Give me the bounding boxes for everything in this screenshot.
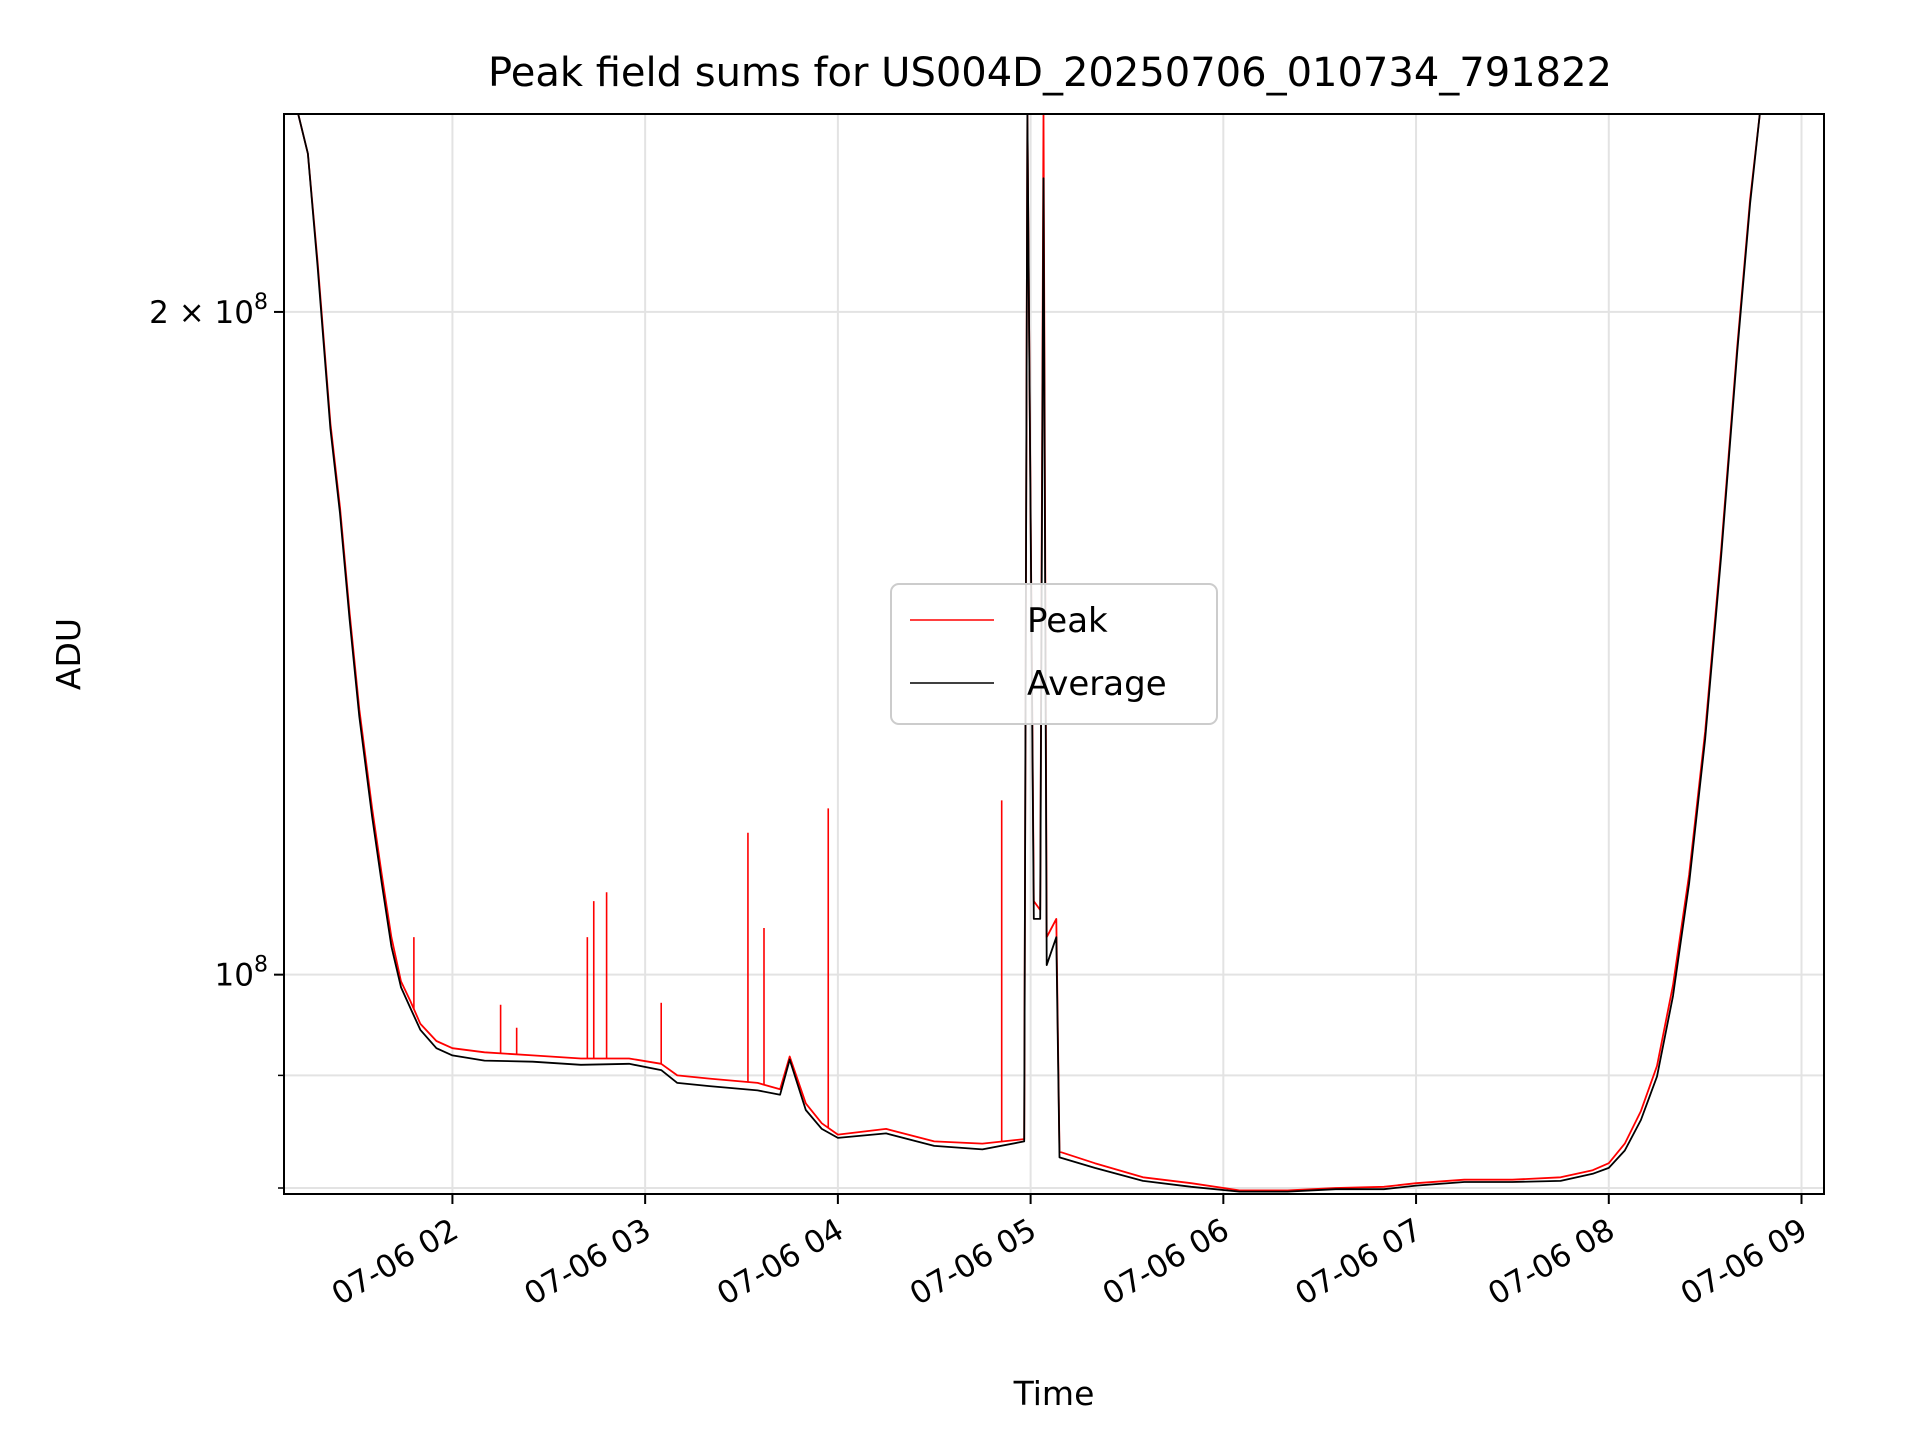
- legend-label-peak: Peak: [1027, 601, 1108, 641]
- x-tick-label: 07-06 07: [1289, 1212, 1428, 1313]
- legend: Peak Average: [890, 583, 1218, 725]
- x-tick-label: 07-06 06: [1097, 1212, 1236, 1313]
- plot-area: [284, 113, 1761, 1193]
- x-tick-label: 07-06 02: [326, 1212, 465, 1313]
- grid: [284, 114, 1824, 1194]
- x-tick-label: 07-06 05: [904, 1212, 1043, 1313]
- legend-label-average: Average: [1027, 664, 1167, 704]
- x-axis-label: Time: [1013, 1374, 1095, 1413]
- plot-frame: [283, 113, 1825, 1195]
- x-tick-label: 07-06 08: [1482, 1212, 1621, 1313]
- legend-box: [890, 583, 1218, 725]
- series-line-peak: [284, 113, 1761, 1192]
- x-tick-label: 07-06 03: [518, 1212, 657, 1313]
- x-tick-label: 07-06 04: [711, 1212, 850, 1313]
- y-axis: 108 2 × 108: [149, 290, 284, 1189]
- y-tick-label: 108: [215, 953, 268, 994]
- x-axis: 07-06 02 07-06 03 07-06 04 07-06 05 07-06 06…: [326, 1194, 1814, 1313]
- chart-title: Peak field sums for US004D_20250706_0107…: [488, 50, 1612, 96]
- y-tick-label: 2 × 108: [149, 290, 268, 331]
- x-tick-label: 07-06 09: [1675, 1212, 1814, 1313]
- y-axis-label: ADU: [49, 618, 88, 690]
- series-line-average: [284, 113, 1761, 1193]
